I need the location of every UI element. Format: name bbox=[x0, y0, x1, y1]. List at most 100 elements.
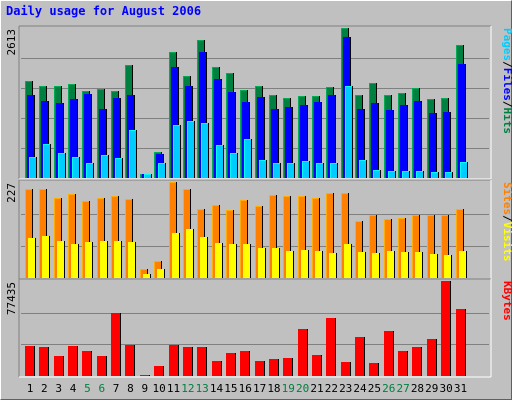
visits-bar-day-5-fill bbox=[85, 242, 93, 278]
pages-bar-day-20 bbox=[302, 161, 310, 178]
kbytes-bar-day-15-fill bbox=[226, 353, 236, 376]
x-tick-label: 5 bbox=[84, 382, 91, 395]
visits-bar-day-25-fill bbox=[372, 253, 380, 278]
kbytes-bar-day-22 bbox=[326, 318, 336, 376]
sites-bar-day-6-fill bbox=[97, 198, 105, 278]
visits-bar-day-24 bbox=[358, 252, 366, 278]
x-tick-label: 12 bbox=[181, 382, 194, 395]
legend-separator: / bbox=[501, 101, 512, 108]
visits-bar-day-23-fill bbox=[344, 244, 352, 278]
kbytes-bar-day-25-fill bbox=[369, 363, 379, 376]
visits-bar-day-15-fill bbox=[229, 244, 237, 278]
sites-bar-day-28-fill bbox=[412, 215, 420, 278]
pages-bar-day-14-fill bbox=[216, 145, 224, 178]
pages-bar-day-30 bbox=[445, 172, 453, 178]
files-bar-day-13-fill bbox=[199, 52, 207, 178]
x-tick-label: 19 bbox=[282, 382, 295, 395]
files-bar-day-30 bbox=[443, 112, 451, 178]
sites-bar-day-9-fill bbox=[140, 269, 148, 278]
visits-bar-day-29 bbox=[430, 254, 438, 278]
x-tick-label: 29 bbox=[425, 382, 438, 395]
pages-bar-day-15 bbox=[230, 153, 238, 178]
visits-bar-day-26 bbox=[387, 251, 395, 278]
pages-bar-day-11 bbox=[173, 125, 181, 178]
sites-bar-day-27-fill bbox=[398, 218, 406, 278]
visits-bar-day-9 bbox=[143, 274, 151, 278]
files-bar-day-26-fill bbox=[386, 110, 394, 178]
pages-bar-day-4-fill bbox=[72, 157, 80, 178]
files-bar-day-26 bbox=[386, 110, 394, 178]
legend-middle: Sites/Visits bbox=[501, 182, 512, 262]
kbytes-bar-day-19 bbox=[283, 358, 293, 376]
visits-bar-day-11-fill bbox=[172, 233, 180, 278]
sites-bar-day-14-fill bbox=[212, 205, 220, 278]
pages-bar-day-28 bbox=[416, 171, 424, 178]
files-bar-day-21-fill bbox=[314, 102, 322, 178]
visits-bar-day-31-fill bbox=[459, 251, 467, 278]
visits-bar-day-15 bbox=[229, 244, 237, 278]
pages-bar-day-9-fill bbox=[144, 174, 152, 178]
kbytes-bar-day-19-fill bbox=[283, 358, 293, 376]
pages-bar-day-29-fill bbox=[431, 172, 439, 178]
kbytes-bar-day-23-fill bbox=[341, 362, 351, 376]
visits-bar-day-3-fill bbox=[57, 241, 65, 278]
visits-bar-day-6 bbox=[100, 241, 108, 278]
pages-bar-day-31-fill bbox=[460, 162, 468, 178]
sites-bar-day-16-fill bbox=[240, 200, 248, 278]
sites-bar-day-31-fill bbox=[456, 209, 464, 278]
files-bar-day-31-fill bbox=[458, 64, 466, 178]
kbytes-bar-day-21 bbox=[312, 355, 322, 376]
visits-bar-day-20-fill bbox=[301, 250, 309, 278]
kbytes-bar-day-29-fill bbox=[427, 339, 437, 376]
kbytes-bar-day-12-fill bbox=[183, 347, 193, 376]
kbytes-bar-day-11-fill bbox=[169, 345, 179, 376]
pages-bar-day-5-fill bbox=[86, 163, 94, 178]
visits-bar-day-25 bbox=[372, 253, 380, 278]
files-bar-day-18-fill bbox=[271, 109, 279, 178]
x-tick-label: 27 bbox=[396, 382, 409, 395]
pages-bar-day-22 bbox=[330, 163, 338, 178]
x-tick-label: 6 bbox=[98, 382, 105, 395]
kbytes-bar-day-1-fill bbox=[25, 346, 35, 376]
pages-bar-day-29 bbox=[431, 172, 439, 178]
pages-bar-day-19 bbox=[287, 163, 295, 178]
kbytes-bar-day-16 bbox=[240, 351, 250, 376]
files-bar-day-6-fill bbox=[99, 109, 107, 178]
sites-bar-day-23-fill bbox=[341, 193, 349, 278]
visits-bar-day-21 bbox=[315, 251, 323, 278]
pages-bar-day-2 bbox=[43, 144, 51, 178]
sites-bar-day-17-fill bbox=[255, 206, 263, 278]
visits-bar-day-22 bbox=[329, 253, 337, 278]
kbytes-bar-day-7-fill bbox=[111, 313, 121, 376]
visits-bar-day-9-fill bbox=[143, 274, 151, 278]
visits-bar-day-6-fill bbox=[100, 241, 108, 278]
sites-bar-day-3-fill bbox=[54, 198, 62, 278]
kbytes-bar-day-31-fill bbox=[456, 309, 466, 376]
legend-kbytes: KBytes bbox=[501, 281, 512, 321]
legend-pages: Pages bbox=[501, 28, 512, 61]
visits-bar-day-2-fill bbox=[42, 236, 50, 278]
pages-bar-day-8 bbox=[129, 130, 137, 178]
visits-bar-day-17 bbox=[258, 248, 266, 278]
legend-visits: Visits bbox=[501, 222, 512, 262]
kbytes-bar-day-4-fill bbox=[68, 346, 78, 376]
pages-bar-day-18-fill bbox=[273, 163, 281, 178]
kbytes-bar-day-14 bbox=[212, 361, 222, 376]
x-tick-label: 15 bbox=[224, 382, 237, 395]
kbytes-bar-day-9 bbox=[140, 375, 150, 376]
kbytes-bar-day-5-fill bbox=[82, 351, 92, 376]
sites-bar-day-1-fill bbox=[25, 189, 33, 278]
pages-bar-day-5 bbox=[86, 163, 94, 178]
kbytes-bar-day-16-fill bbox=[240, 351, 250, 376]
sites-bar-day-30-fill bbox=[441, 215, 449, 278]
visits-bar-day-4-fill bbox=[71, 244, 79, 278]
pages-bar-day-11-fill bbox=[173, 125, 181, 178]
files-bar-day-28 bbox=[414, 101, 422, 178]
visits-bar-day-28 bbox=[415, 252, 423, 278]
files-bar-day-2-fill bbox=[41, 101, 49, 178]
visits-bar-day-5 bbox=[85, 242, 93, 278]
kbytes-bar-day-24 bbox=[355, 337, 365, 376]
x-tick-label: 7 bbox=[113, 382, 120, 395]
legend-bottom: KBytes bbox=[501, 281, 512, 321]
kbytes-bar-day-28 bbox=[412, 347, 422, 376]
